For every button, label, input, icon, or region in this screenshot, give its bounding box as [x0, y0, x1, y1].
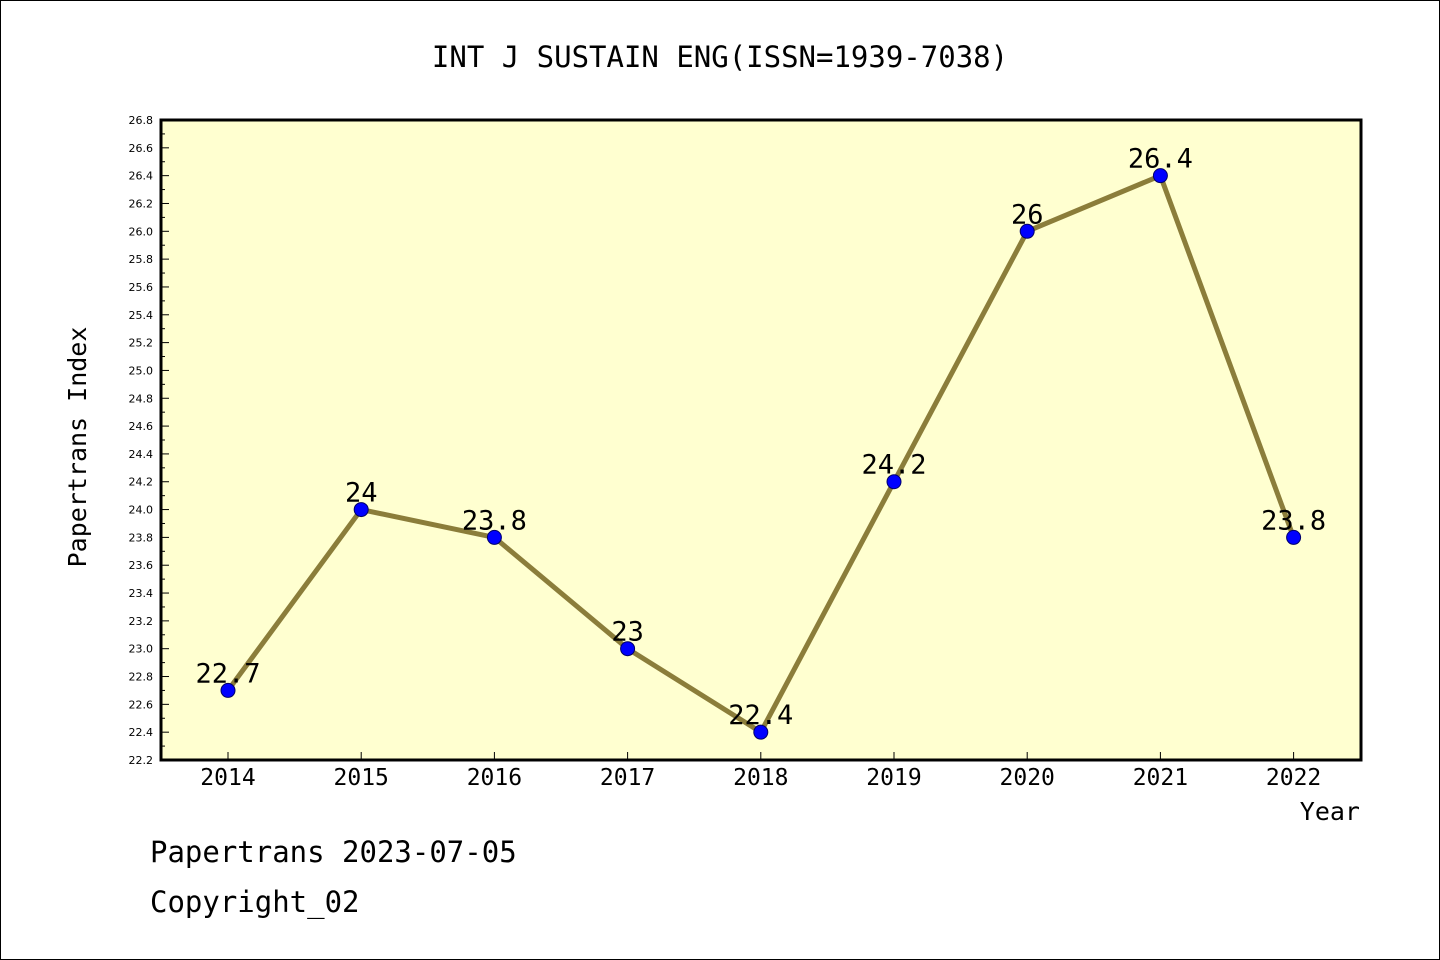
y-tick-label: 24.8 [129, 392, 154, 405]
y-tick-label: 24.4 [129, 448, 154, 461]
data-label: 23 [611, 617, 644, 648]
y-tick-label: 26.8 [129, 114, 154, 127]
y-tick-label: 25.0 [129, 364, 154, 377]
series-markers [220, 168, 1302, 740]
y-tick-label: 23.8 [129, 531, 154, 544]
y-tick-label: 22.4 [129, 726, 154, 739]
data-point [486, 529, 502, 545]
data-label: 24 [345, 478, 378, 509]
chart-title: INT J SUSTAIN ENG(ISSN=1939-7038) [432, 40, 1008, 74]
x-tick-label: 2021 [1133, 765, 1188, 791]
y-tick-label: 24.2 [129, 476, 154, 489]
x-tick-label: 2014 [200, 765, 255, 791]
y-tick-label: 26.6 [129, 142, 154, 155]
x-tick-label: 2018 [733, 765, 788, 791]
y-axis: 22.2 22.4 22.6 22.8 23.0 23.2 23.4 23.6 23.8 24.0… [129, 114, 169, 767]
x-axis: 2014 2015 2016 2017 2018 2019 2020 2021 2022 [200, 752, 1321, 791]
data-labels: 22.7 24 23.8 23 22.4 24.2 26 26.4 23.8 [195, 144, 1326, 732]
data-point [1019, 223, 1035, 239]
footer-date-line: Papertrans 2023-07-05 [150, 835, 517, 869]
data-label: 23.8 [462, 505, 527, 536]
data-point [353, 502, 369, 518]
data-point [886, 474, 902, 490]
x-tick-label: 2022 [1266, 765, 1321, 791]
y-tick-label: 23.2 [129, 615, 154, 628]
y-tick-label: 26.4 [129, 170, 154, 183]
footer-copyright-line: Copyright_02 [150, 885, 360, 919]
data-label: 24.2 [861, 450, 926, 481]
y-tick-label: 26.2 [129, 197, 154, 210]
y-tick-label: 23.4 [129, 587, 154, 600]
x-tick-label: 2016 [467, 765, 522, 791]
y-tick-label: 25.8 [129, 253, 154, 266]
data-point [220, 682, 236, 698]
y-axis-label: Papertrans Index [63, 327, 92, 568]
data-point [1286, 529, 1302, 545]
y-tick-label: 24.0 [129, 504, 154, 517]
data-label: 22.7 [195, 658, 260, 689]
data-point [620, 641, 636, 657]
y-tick-label: 24.6 [129, 420, 154, 433]
y-tick-label: 22.2 [129, 754, 154, 767]
x-tick-label: 2017 [600, 765, 655, 791]
data-label: 26 [1011, 199, 1044, 230]
data-label: 26.4 [1128, 144, 1193, 175]
x-tick-label: 2020 [1000, 765, 1055, 791]
x-axis-label: Year [1300, 797, 1360, 826]
data-label: 22.4 [728, 700, 793, 731]
y-tick-label: 23.6 [129, 559, 154, 572]
y-tick-label: 22.6 [129, 698, 154, 711]
y-tick-label: 25.2 [129, 337, 154, 350]
data-point [753, 724, 769, 740]
y-tick-label: 25.6 [129, 281, 154, 294]
y-tick-label: 26.0 [129, 225, 154, 238]
x-tick-label: 2019 [866, 765, 921, 791]
data-point [1152, 168, 1168, 184]
y-tick-label: 25.4 [129, 309, 154, 322]
data-label: 23.8 [1261, 505, 1326, 536]
y-tick-label: 22.8 [129, 671, 154, 684]
x-tick-label: 2015 [334, 765, 389, 791]
y-tick-label: 23.0 [129, 643, 154, 656]
plot-area [159, 118, 1363, 762]
